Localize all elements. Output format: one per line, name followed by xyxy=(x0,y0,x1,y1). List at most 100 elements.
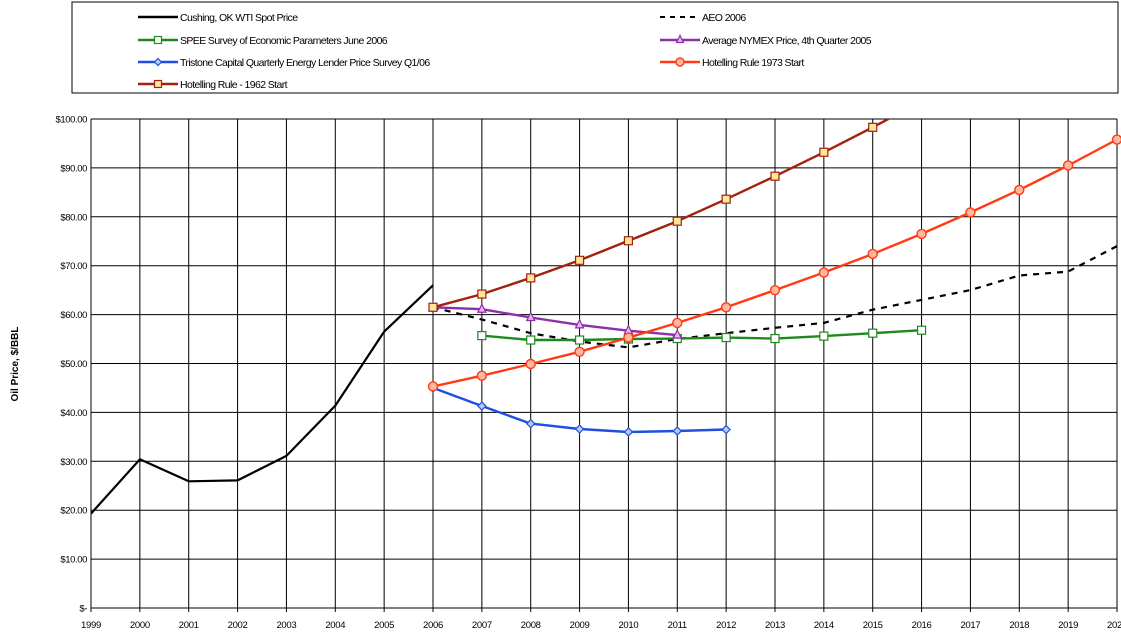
y-axis-title: Oil Price, $/BBL xyxy=(10,326,21,401)
x-tick-label: 2003 xyxy=(276,620,296,631)
data-point xyxy=(721,424,731,435)
data-point xyxy=(721,332,731,343)
series-group xyxy=(427,134,1121,392)
x-tick-label: 2014 xyxy=(814,620,834,631)
series-line xyxy=(432,306,678,337)
data-point xyxy=(526,335,536,345)
y-tick-label: $40.00 xyxy=(60,408,87,419)
plot-grid xyxy=(90,118,1118,609)
axes: $- $10.00 $20.00 $30.00 $40.00 $50.00 $60.00 $7… xyxy=(55,115,1121,632)
data-point xyxy=(477,289,487,299)
data-point xyxy=(477,331,487,341)
legend-entry-label: Hotelling Rule - 1962 Start xyxy=(180,79,288,91)
data-point xyxy=(1062,160,1074,171)
legend-entry-label: Hotelling Rule 1973 Start xyxy=(702,57,804,69)
x-tick-label: 2006 xyxy=(423,620,443,631)
data-point xyxy=(525,418,536,429)
y-tick-label: $90.00 xyxy=(60,163,87,174)
series-line xyxy=(481,329,922,342)
x-tick-label: 2002 xyxy=(228,620,248,631)
legend-entry-label: Tristone Capital Quarterly Energy Lender… xyxy=(180,57,430,69)
x-tick-label: 1999 xyxy=(81,620,101,631)
y-tick-label: $30.00 xyxy=(60,457,87,468)
legend: Cushing, OK WTI Spot Price AEO 2006 SPEE S… xyxy=(138,12,872,91)
data-point xyxy=(867,248,878,260)
x-tick-label: 2001 xyxy=(179,620,199,631)
legend-entry-label: Cushing, OK WTI Spot Price xyxy=(180,12,298,24)
data-point xyxy=(1014,184,1025,196)
data-point xyxy=(574,335,585,345)
series-group xyxy=(428,119,891,312)
x-tick-label: 2009 xyxy=(570,620,590,631)
series-line xyxy=(432,119,891,309)
y-tick-label: $60.00 xyxy=(60,310,87,321)
data-point xyxy=(672,426,683,436)
data-point xyxy=(574,318,585,329)
legend-swatch-marker xyxy=(153,35,163,45)
data-point xyxy=(574,424,585,434)
data-point xyxy=(819,331,829,341)
series-group xyxy=(432,245,1118,349)
data-point xyxy=(819,147,829,157)
data-point xyxy=(965,207,976,218)
plot-series xyxy=(91,119,1121,515)
x-tick-label: 2015 xyxy=(863,620,883,631)
data-point xyxy=(916,228,927,240)
data-point xyxy=(868,122,878,132)
data-point xyxy=(672,317,683,329)
data-point xyxy=(574,255,585,265)
x-tick-label: 2016 xyxy=(912,620,932,631)
data-point xyxy=(672,216,682,226)
legend-swatch-marker xyxy=(675,34,685,44)
x-tick-label: 2000 xyxy=(130,620,150,631)
data-point xyxy=(868,328,878,338)
y-tick-label: $- xyxy=(79,604,87,615)
y-tick-label: $70.00 xyxy=(60,261,87,272)
data-point xyxy=(623,427,634,437)
x-tick-label: 2010 xyxy=(618,620,638,631)
data-point xyxy=(477,401,487,411)
data-point xyxy=(1111,134,1121,145)
data-point xyxy=(526,273,536,283)
data-point xyxy=(721,194,731,204)
x-tick-label: 2005 xyxy=(374,620,394,631)
data-point xyxy=(574,346,585,357)
legend-entry-label: AEO 2006 xyxy=(702,12,746,24)
data-point xyxy=(427,381,439,392)
x-tick-label: 2012 xyxy=(716,620,736,631)
series-group xyxy=(477,325,927,345)
data-point xyxy=(623,236,634,246)
data-point xyxy=(623,332,634,343)
legend-box xyxy=(71,1,1119,94)
series-group xyxy=(91,284,434,515)
data-point xyxy=(525,311,536,322)
x-tick-label: 2004 xyxy=(325,620,345,631)
x-tick-label: 2013 xyxy=(765,620,785,631)
data-point xyxy=(818,267,830,278)
legend-swatch-marker xyxy=(675,57,685,67)
series-line xyxy=(91,284,434,515)
legend-entry-label: SPEE Survey of Economic Parameters June … xyxy=(180,35,388,47)
x-tick-label: 2020 xyxy=(1107,620,1121,631)
data-point xyxy=(770,171,780,181)
data-point xyxy=(476,302,487,313)
x-tick-label: 2017 xyxy=(960,620,980,631)
x-tick-label: 2019 xyxy=(1058,620,1078,631)
y-tick-label: $100.00 xyxy=(55,115,87,126)
x-tick-label: 2018 xyxy=(1009,620,1029,631)
y-tick-label: $10.00 xyxy=(60,555,87,566)
x-tick-label: 2008 xyxy=(521,620,541,631)
data-point xyxy=(916,325,927,335)
data-point xyxy=(476,370,488,381)
data-point xyxy=(770,333,780,344)
data-point xyxy=(769,284,781,296)
series-group xyxy=(428,383,731,437)
legend-entry-label: Average NYMEX Price, 4th Quarter 2005 xyxy=(702,35,872,47)
y-tick-label: $80.00 xyxy=(60,212,87,223)
y-tick-label: $20.00 xyxy=(60,506,87,517)
data-point xyxy=(428,302,438,312)
data-point xyxy=(525,358,536,370)
data-point xyxy=(672,328,683,339)
data-point xyxy=(720,302,732,313)
series-line xyxy=(432,245,1118,349)
